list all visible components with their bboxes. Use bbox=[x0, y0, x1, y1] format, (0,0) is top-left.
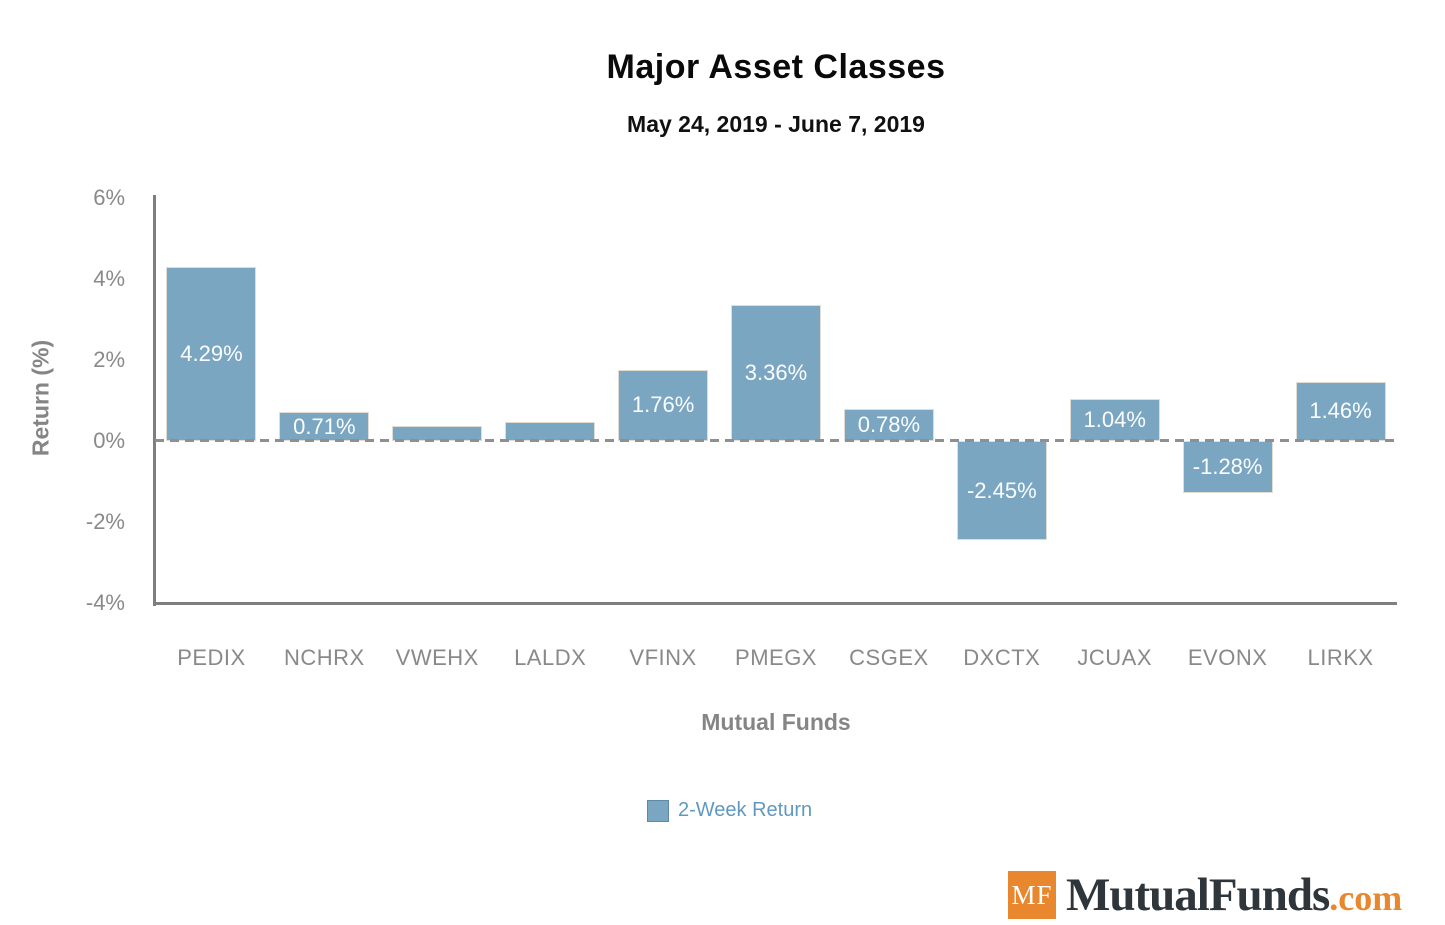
bar-value-label: -1.28% bbox=[1192, 453, 1263, 479]
bar-value-label: 1.76% bbox=[631, 392, 695, 418]
site-logo[interactable]: MF MutualFunds .com bbox=[1008, 871, 1402, 919]
bar-lirkx[interactable]: 1.46% bbox=[1295, 381, 1386, 441]
legend[interactable]: 2-Week Return bbox=[647, 799, 812, 822]
y-tick-label: 6% bbox=[93, 185, 125, 210]
x-tick-label: NCHRX bbox=[283, 645, 365, 670]
x-tick-label: DXCTX bbox=[963, 645, 1041, 670]
chart-subtitle: May 24, 2019 - June 7, 2019 bbox=[627, 111, 925, 137]
x-tick-label: JCUAX bbox=[1077, 645, 1153, 670]
x-axis-title: Mutual Funds bbox=[701, 709, 851, 735]
x-tick-label: EVONX bbox=[1187, 645, 1268, 670]
x-tick-label: VWEHX bbox=[395, 645, 479, 670]
bar-vfinx[interactable]: 1.76% bbox=[618, 369, 709, 441]
bar-csgex[interactable]: 0.78% bbox=[843, 409, 934, 441]
bar-value-label: -2.45% bbox=[966, 477, 1037, 503]
x-tick-label: PMEGX bbox=[735, 645, 817, 670]
logo-mf-icon: MF bbox=[1008, 871, 1056, 919]
bar-pmegx[interactable]: 3.36% bbox=[731, 304, 821, 441]
bar-pedix[interactable]: 4.29% bbox=[166, 267, 257, 441]
bar-value-label: 3.36% bbox=[744, 359, 808, 385]
x-tick-label: LIRKX bbox=[1307, 645, 1374, 670]
legend-swatch-icon bbox=[647, 799, 669, 822]
bar-jcuax[interactable]: 1.04% bbox=[1069, 398, 1160, 441]
y-tick-label: 2% bbox=[93, 347, 125, 372]
y-axis-line bbox=[153, 195, 156, 606]
x-tick-label: LALDX bbox=[514, 645, 587, 670]
bar-value-label: 0.78% bbox=[857, 412, 921, 438]
bar-nchrx[interactable]: 0.71% bbox=[279, 412, 370, 441]
y-tick-label: -2% bbox=[85, 509, 125, 534]
chart-title: Major Asset Classes bbox=[606, 48, 946, 86]
y-tick-label: -4% bbox=[85, 590, 125, 615]
bar-evonx[interactable]: -1.28% bbox=[1182, 441, 1273, 493]
legend-label: 2-Week Return bbox=[678, 799, 813, 821]
bar-value-label: 1.46% bbox=[1309, 398, 1372, 424]
x-axis-line bbox=[153, 602, 1397, 605]
x-tick-label: PEDIX bbox=[177, 645, 246, 670]
bar-value-label: 0.71% bbox=[293, 413, 356, 439]
x-tick-label: VFINX bbox=[629, 645, 697, 670]
y-tick-label: 0% bbox=[93, 428, 125, 453]
bar-value-label: 4.29% bbox=[180, 341, 243, 367]
logo-name: MutualFunds bbox=[1066, 869, 1330, 921]
x-tick-label: CSGEX bbox=[849, 645, 929, 670]
zero-baseline bbox=[155, 439, 1397, 442]
bar-dxctx[interactable]: -2.45% bbox=[956, 441, 1047, 541]
logo-tld: .com bbox=[1329, 878, 1403, 918]
bar-value-label: 1.04% bbox=[1083, 406, 1146, 432]
y-tick-label: 4% bbox=[93, 266, 125, 291]
